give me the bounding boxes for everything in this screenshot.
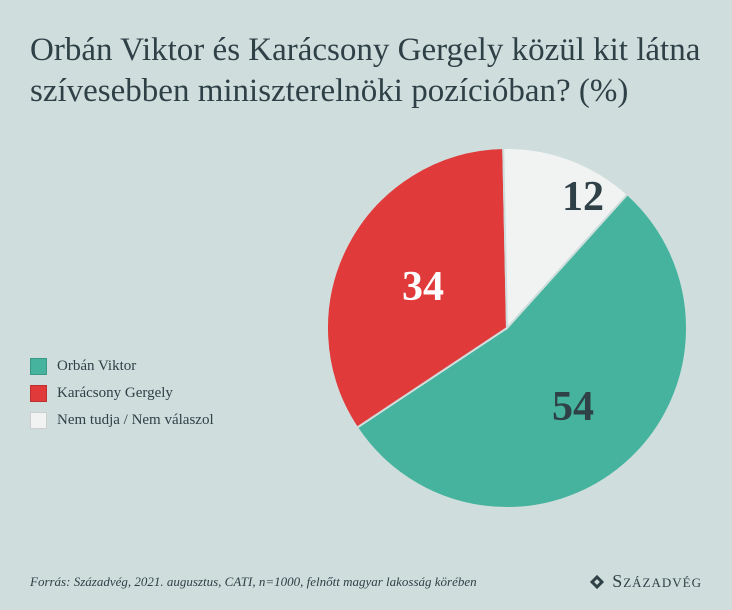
slice-value-label: 12 bbox=[562, 173, 604, 221]
legend-label: Karácsony Gergely bbox=[57, 385, 173, 402]
legend-label: Orbán Viktor bbox=[57, 358, 136, 375]
footer: Forrás: Századvég, 2021. augusztus, CATI… bbox=[30, 571, 702, 592]
source-text: Forrás: Századvég, 2021. augusztus, CATI… bbox=[30, 574, 477, 590]
legend-item: Orbán Viktor bbox=[30, 358, 214, 375]
legend-swatch bbox=[30, 358, 47, 375]
slice-value-label: 34 bbox=[402, 263, 444, 311]
legend: Orbán Viktor Karácsony Gergely Nem tudja… bbox=[30, 358, 214, 439]
legend-swatch bbox=[30, 385, 47, 402]
legend-item: Nem tudja / Nem válaszol bbox=[30, 412, 214, 429]
slice-value-label: 54 bbox=[552, 383, 594, 431]
brand-text: Századvég bbox=[612, 571, 702, 592]
brand: Századvég bbox=[588, 571, 702, 592]
diamond-icon bbox=[588, 573, 606, 591]
legend-item: Karácsony Gergely bbox=[30, 385, 214, 402]
legend-swatch bbox=[30, 412, 47, 429]
chart-container: Orbán Viktor és Karácsony Gergely közül … bbox=[0, 0, 732, 610]
content-area: Orbán Viktor Karácsony Gergely Nem tudja… bbox=[30, 113, 702, 533]
chart-title: Orbán Viktor és Karácsony Gergely közül … bbox=[30, 30, 702, 113]
pie-chart: 54 34 12 bbox=[322, 143, 692, 513]
legend-label: Nem tudja / Nem válaszol bbox=[57, 412, 214, 429]
